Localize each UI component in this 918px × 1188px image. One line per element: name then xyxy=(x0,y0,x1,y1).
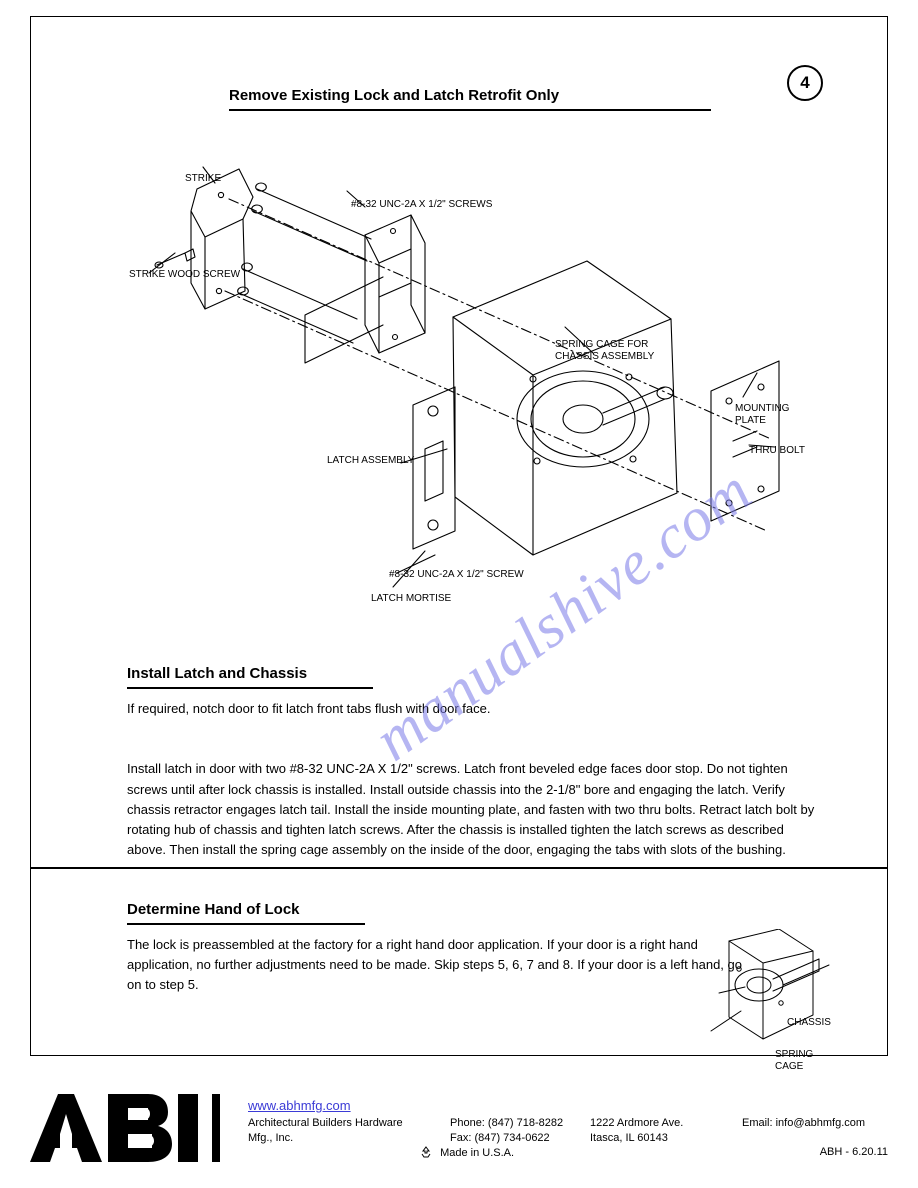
callout-mounting-plate: MOUNTINGPLATE xyxy=(735,403,789,427)
install-latch-body: If required, notch door to fit latch fro… xyxy=(127,699,815,860)
callout-latch-assembly: LATCH ASSEMBLY xyxy=(327,455,414,467)
footer-company: Architectural Builders HardwareMfg., Inc… xyxy=(248,1116,403,1146)
callout-screw-a: #8-32 UNC-2A X 1/2" SCREW xyxy=(389,569,524,581)
callout-strike-wood-screw: STRIKE WOOD SCREW xyxy=(129,269,240,281)
section-title-remove: Remove Existing Lock and Latch Retrofit … xyxy=(229,87,559,104)
callout-thru-bolt: THRU BOLT xyxy=(749,445,805,457)
callout-screws: #8-32 UNC-2A X 1/2" SCREWS xyxy=(351,199,492,211)
divider-line xyxy=(31,867,887,869)
underline-1 xyxy=(229,109,711,111)
footer-docno: ABH - 6.20.11 xyxy=(820,1146,888,1158)
underline-2 xyxy=(127,687,373,689)
hand-lock-body: The lock is preassembled at the factory … xyxy=(127,935,747,995)
callout-spring-cage: SPRING CAGE FORCHASSIS ASSEMBLY xyxy=(555,339,654,363)
underline-3 xyxy=(127,923,365,925)
callout-chassis: CHASSIS xyxy=(787,1017,831,1029)
section-title-install-latch: Install Latch and Chassis xyxy=(127,665,307,682)
footer-phone: Phone: (847) 718-8282Fax: (847) 734-0622 xyxy=(450,1116,563,1146)
step-circle: 4 xyxy=(787,65,823,101)
footer-address: 1222 Ardmore Ave.Itasca, IL 60143 xyxy=(590,1116,683,1146)
diagram-chassis-small xyxy=(701,929,835,1049)
abh-logo xyxy=(30,1092,220,1164)
callout-latch-mortise: LATCH MORTISE xyxy=(371,593,451,605)
footer-origin-text: Made in U.S.A. xyxy=(440,1147,514,1159)
footer-link[interactable]: www.abhmfg.com xyxy=(248,1098,351,1113)
section-title-hand-lock: Determine Hand of Lock xyxy=(127,901,300,918)
step-number: 4 xyxy=(800,73,809,93)
recycle-icon xyxy=(420,1146,432,1158)
diagram-exploded-lock xyxy=(135,147,805,607)
footer-origin: Made in U.S.A. xyxy=(420,1146,514,1159)
page-frame: 4 Remove Existing Lock and Latch Retrofi… xyxy=(30,16,888,1056)
footer: www.abhmfg.com Architectural Builders Ha… xyxy=(30,1068,888,1174)
callout-strike: STRIKE xyxy=(185,173,221,185)
footer-email: Email: info@abhmfg.com xyxy=(742,1116,865,1131)
